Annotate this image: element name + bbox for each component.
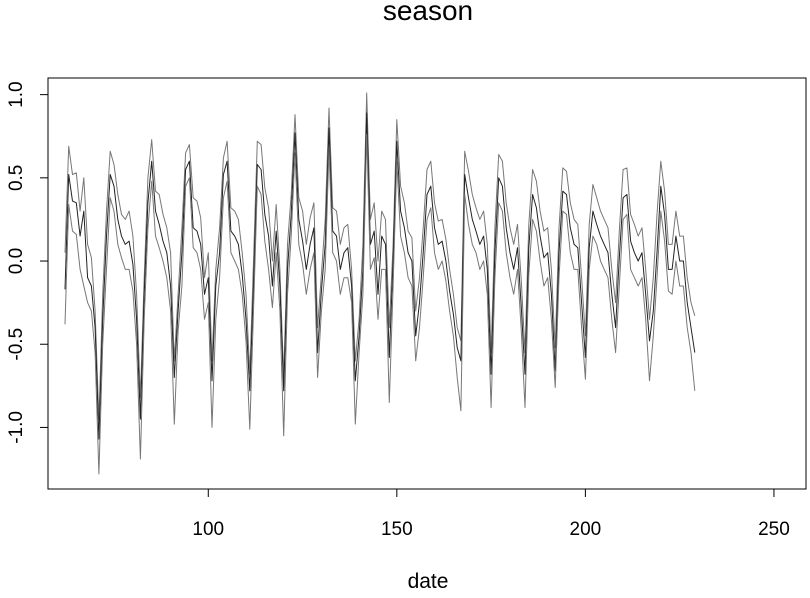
x-tick-label: 150 (381, 519, 413, 540)
chart-title: season (383, 0, 473, 26)
x-tick-label: 200 (570, 519, 602, 540)
x-axis: 100 150 200 250 (192, 488, 790, 540)
series-layer (64, 92, 696, 475)
y-axis: -1.0 -0.5 0.0 0.5 1.0 (6, 81, 49, 444)
series-line-fit (64, 112, 696, 440)
plot-frame (47, 77, 807, 490)
x-tick-label: 100 (192, 519, 224, 540)
x-axis-label: date (408, 570, 449, 593)
y-tick-label: 1.0 (6, 81, 27, 107)
y-tick-label: -1.0 (6, 411, 27, 444)
y-tick-label: 0.5 (6, 165, 27, 191)
series-line-upper (64, 92, 696, 420)
series-line-lower (64, 134, 696, 475)
y-tick-label: -0.5 (6, 328, 27, 361)
x-tick-label: 250 (758, 519, 790, 540)
y-tick-label: 0.0 (6, 248, 27, 274)
